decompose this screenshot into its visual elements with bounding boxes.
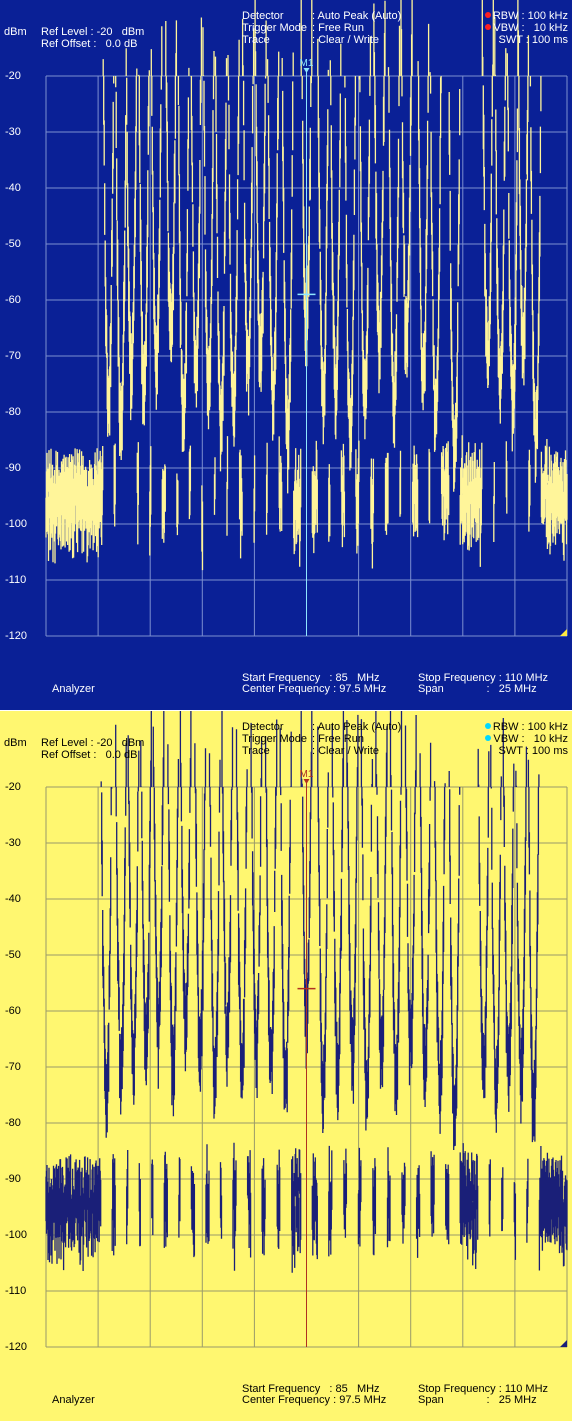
y-tick-label: -80 [5,406,21,418]
vbw-readout: VBW : 10 kHz [485,22,568,34]
y-tick-label: -70 [5,1061,21,1073]
spectrum-plot: M1 [45,0,568,637]
y-tick-label: -120 [5,630,28,642]
trigger-value: : Free Run [312,733,364,745]
marker-arrow-icon [303,779,310,784]
y-tick-label: -80 [5,1117,21,1129]
rbw-readout: RBW : 100 kHz [484,721,568,733]
y-tick-label: -20 [5,781,21,793]
trace-label: Trace [242,34,270,46]
mode-label: Analyzer [52,1394,95,1406]
detector-label: Detector [242,721,284,733]
marker-arrow-icon [303,68,310,73]
start-frequency: Start Frequency : 85 MHz [242,672,380,684]
marker-label: M1 [300,58,314,69]
y-tick-label: -90 [5,1173,21,1185]
detector-value: : Auto Peak (Auto) [312,721,402,733]
y-tick-label: -50 [5,949,21,961]
y-tick-label: -30 [5,837,21,849]
detector-label: Detector [242,10,284,22]
trigger-label: Trigger Mode [242,733,308,745]
reference-corner-icon [560,1340,567,1347]
rbw-readout: RBW : 100 kHz [484,10,568,22]
spectrum-trace [45,0,568,571]
analyzer-panel-blue: M1 dBm Ref Level : -20 dBm Ref Offset : … [0,0,572,710]
start-frequency: Start Frequency : 85 MHz [242,1383,380,1395]
stop-frequency: Stop Frequency : 110 MHz [418,672,549,684]
swt-readout: SWT : 100 ms [498,745,568,757]
center-frequency: Center Frequency : 97.5 MHz [242,1394,387,1406]
ref-offset: Ref Offset : 0.0 dB [41,749,138,761]
y-tick-label: -60 [5,1005,21,1017]
unit-label: dBm [4,26,27,38]
rbw-indicator-icon [484,12,491,18]
trace-value: : Clear / Write [312,745,380,757]
y-tick-label: -120 [5,1341,28,1353]
detector-value: : Auto Peak (Auto) [312,10,402,22]
vbw-indicator-icon [485,735,492,741]
ref-level: Ref Level : -20 dBm [41,26,145,38]
spectrum-plot: M1 [45,711,568,1348]
center-frequency: Center Frequency : 97.5 MHz [242,683,387,695]
swt-readout: SWT : 100 ms [498,34,568,46]
y-tick-label: -20 [5,70,21,82]
mode-label: Analyzer [52,683,95,695]
rbw-indicator-icon [484,723,491,729]
y-tick-label: -100 [5,1229,28,1241]
unit-label: dBm [4,737,27,749]
y-tick-label: -110 [5,574,27,586]
trigger-label: Trigger Mode [242,22,308,34]
y-tick-label: -50 [5,238,21,250]
span: Span : 25 MHz [418,683,537,695]
span: Span : 25 MHz [418,1394,537,1406]
y-tick-label: -30 [5,126,21,138]
reference-corner-icon [560,629,567,636]
y-tick-label: -100 [5,518,28,530]
vbw-indicator-icon [485,24,492,30]
spectrum-trace [45,711,568,1273]
trace-value: : Clear / Write [312,34,380,46]
marker-label: M1 [300,769,314,780]
ref-offset: Ref Offset : 0.0 dB [41,38,138,50]
analyzer-panel-yellow: M1 dBm Ref Level : -20 dBm Ref Offset : … [0,711,572,1421]
y-tick-label: -90 [5,462,21,474]
trigger-value: : Free Run [312,22,364,34]
y-tick-label: -70 [5,350,21,362]
stop-frequency: Stop Frequency : 110 MHz [418,1383,549,1395]
y-tick-label: -40 [5,893,21,905]
vbw-readout: VBW : 10 kHz [485,733,568,745]
y-tick-label: -110 [5,1285,27,1297]
y-tick-label: -60 [5,294,21,306]
y-tick-label: -40 [5,182,21,194]
ref-level: Ref Level : -20 dBm [41,737,145,749]
trace-label: Trace [242,745,270,757]
